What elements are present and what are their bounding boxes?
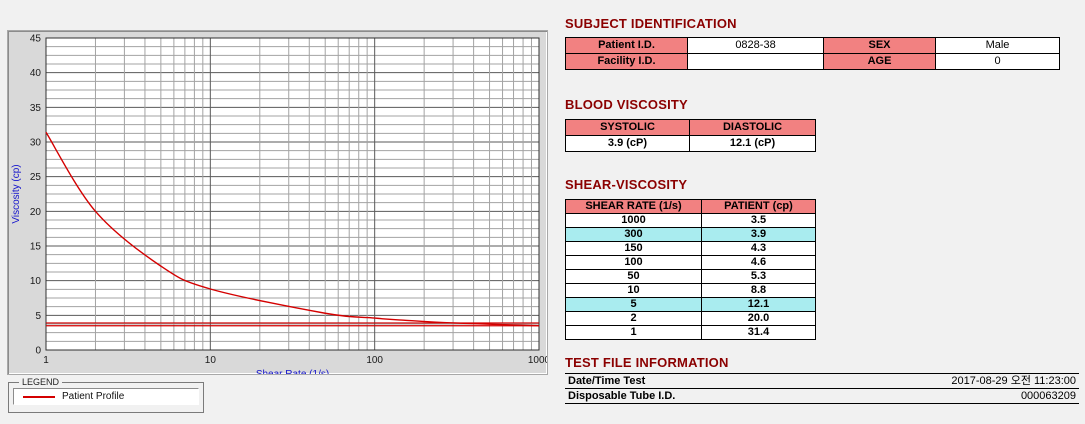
shear-rate-cell: 300 — [565, 227, 702, 242]
svg-text:Shear Rate (1/s): Shear Rate (1/s) — [256, 369, 329, 374]
sex-value: Male — [935, 37, 1060, 54]
shear-row: 100 4.6 — [565, 255, 816, 270]
blood-viscosity-table: SYSTOLIC DIASTOLIC 3.9 (cP) 12.1 (cP) — [565, 119, 816, 152]
shear-rate-cell: 10 — [565, 283, 702, 298]
svg-text:15: 15 — [30, 242, 42, 253]
shear-rate-cell: 150 — [565, 241, 702, 256]
date-time-test-value: 2017-08-29 오전 11:23:00 — [865, 373, 1079, 389]
patient-viscosity-cell: 31.4 — [701, 325, 816, 340]
patient-id-label: Patient I.D. — [565, 37, 688, 54]
age-value: 0 — [935, 53, 1060, 70]
patient-viscosity-cell: 20.0 — [701, 311, 816, 326]
viscosity-chart: 0 5 10 15 20 25 30 35 40 45 1 10 100 1000 Shear Rate (… — [7, 30, 548, 375]
svg-text:45: 45 — [30, 34, 42, 45]
shear-rate-cell: 50 — [565, 269, 702, 284]
viscosity-chart-svg: 0 5 10 15 20 25 30 35 40 45 1 10 100 1000 Shear Rate (… — [11, 34, 547, 375]
diastolic-value: 12.1 (cP) — [689, 135, 816, 152]
svg-text:1: 1 — [43, 355, 49, 366]
svg-text:0: 0 — [35, 346, 41, 357]
patient-cp-header: PATIENT (cp) — [701, 199, 816, 214]
patient-viscosity-cell: 3.9 — [701, 227, 816, 242]
sex-label: SEX — [823, 37, 936, 54]
disposable-tube-id-value: 000063209 — [865, 388, 1079, 404]
shear-row: 1000 3.5 — [565, 213, 816, 228]
legend-title: LEGEND — [22, 377, 60, 387]
patient-viscosity-cell: 5.3 — [701, 269, 816, 284]
svg-text:10: 10 — [205, 355, 217, 366]
shear-row: 300 3.9 — [565, 227, 816, 242]
shear-row: 5 12.1 — [565, 297, 816, 312]
shear-rate-header: SHEAR RATE (1/s) — [565, 199, 702, 214]
shear-row: 50 5.3 — [565, 269, 816, 284]
legend-entry-label: Patient Profile — [62, 391, 125, 402]
legend-entry: Patient Profile — [13, 388, 199, 405]
facility-id-label: Facility I.D. — [565, 53, 688, 70]
shear-row: 10 8.8 — [565, 283, 816, 298]
shear-rate-cell: 2 — [565, 311, 702, 326]
subject-identification-table: Patient I.D. 0828-38 SEX Male Facility I… — [565, 37, 1060, 70]
svg-text:20: 20 — [30, 207, 42, 218]
table-row: Patient I.D. 0828-38 SEX Male — [565, 37, 1060, 54]
patient-profile-line-swatch — [23, 395, 55, 398]
shear-rate-cell: 1000 — [565, 213, 702, 228]
facility-id-value — [687, 53, 824, 70]
patient-viscosity-cell: 12.1 — [701, 297, 816, 312]
table-row: 3.9 (cP) 12.1 (cP) — [565, 135, 816, 152]
patient-id-value: 0828-38 — [687, 37, 824, 54]
shear-viscosity-table: SHEAR RATE (1/s) PATIENT (cp) 1000 3.5 300… — [565, 199, 816, 340]
diastolic-header: DIASTOLIC — [689, 119, 816, 136]
systolic-header: SYSTOLIC — [565, 119, 690, 136]
test-file-information-table: Date/Time Test 2017-08-29 오전 11:23:00 Di… — [565, 373, 1079, 404]
table-row: Facility I.D. AGE 0 — [565, 53, 1060, 70]
shear-table-body: SHEAR RATE (1/s) PATIENT (cp) 1000 3.5 300… — [565, 199, 816, 340]
table-row: Date/Time Test 2017-08-29 오전 11:23:00 — [565, 373, 1079, 389]
shear-row: 2 20.0 — [565, 311, 816, 326]
shear-viscosity-title: SHEAR-VISCOSITY — [565, 177, 688, 192]
table-row: Disposable Tube I.D. 000063209 — [565, 388, 1079, 404]
patient-viscosity-cell: 8.8 — [701, 283, 816, 298]
table-row: SHEAR RATE (1/s) PATIENT (cp) — [565, 199, 816, 214]
svg-text:35: 35 — [30, 103, 42, 114]
svg-text:25: 25 — [30, 172, 42, 183]
shear-row: 150 4.3 — [565, 241, 816, 256]
svg-text:40: 40 — [30, 68, 42, 79]
date-time-test-label: Date/Time Test — [565, 373, 865, 389]
svg-text:10: 10 — [30, 276, 42, 287]
svg-text:Viscosity (cp): Viscosity (cp) — [11, 164, 22, 223]
systolic-value: 3.9 (cP) — [565, 135, 690, 152]
patient-viscosity-cell: 4.3 — [701, 241, 816, 256]
report-panel: SUBJECT IDENTIFICATION Patient I.D. 0828… — [565, 16, 1079, 404]
svg-text:5: 5 — [35, 311, 41, 322]
table-row: SYSTOLIC DIASTOLIC — [565, 119, 816, 136]
patient-viscosity-cell: 4.6 — [701, 255, 816, 270]
blood-viscosity-title: BLOOD VISCOSITY — [565, 97, 688, 112]
svg-text:1000: 1000 — [528, 355, 547, 366]
shear-rate-cell: 5 — [565, 297, 702, 312]
shear-rate-cell: 100 — [565, 255, 702, 270]
shear-row: 1 31.4 — [565, 325, 816, 340]
legend-box: LEGEND Patient Profile — [8, 377, 204, 413]
patient-viscosity-cell: 3.5 — [701, 213, 816, 228]
disposable-tube-id-label: Disposable Tube I.D. — [565, 388, 865, 404]
svg-text:100: 100 — [366, 355, 383, 366]
svg-text:30: 30 — [30, 138, 42, 149]
age-label: AGE — [823, 53, 936, 70]
test-file-information-title: TEST FILE INFORMATION — [565, 355, 729, 370]
subject-identification-title: SUBJECT IDENTIFICATION — [565, 16, 737, 31]
shear-rate-cell: 1 — [565, 325, 702, 340]
